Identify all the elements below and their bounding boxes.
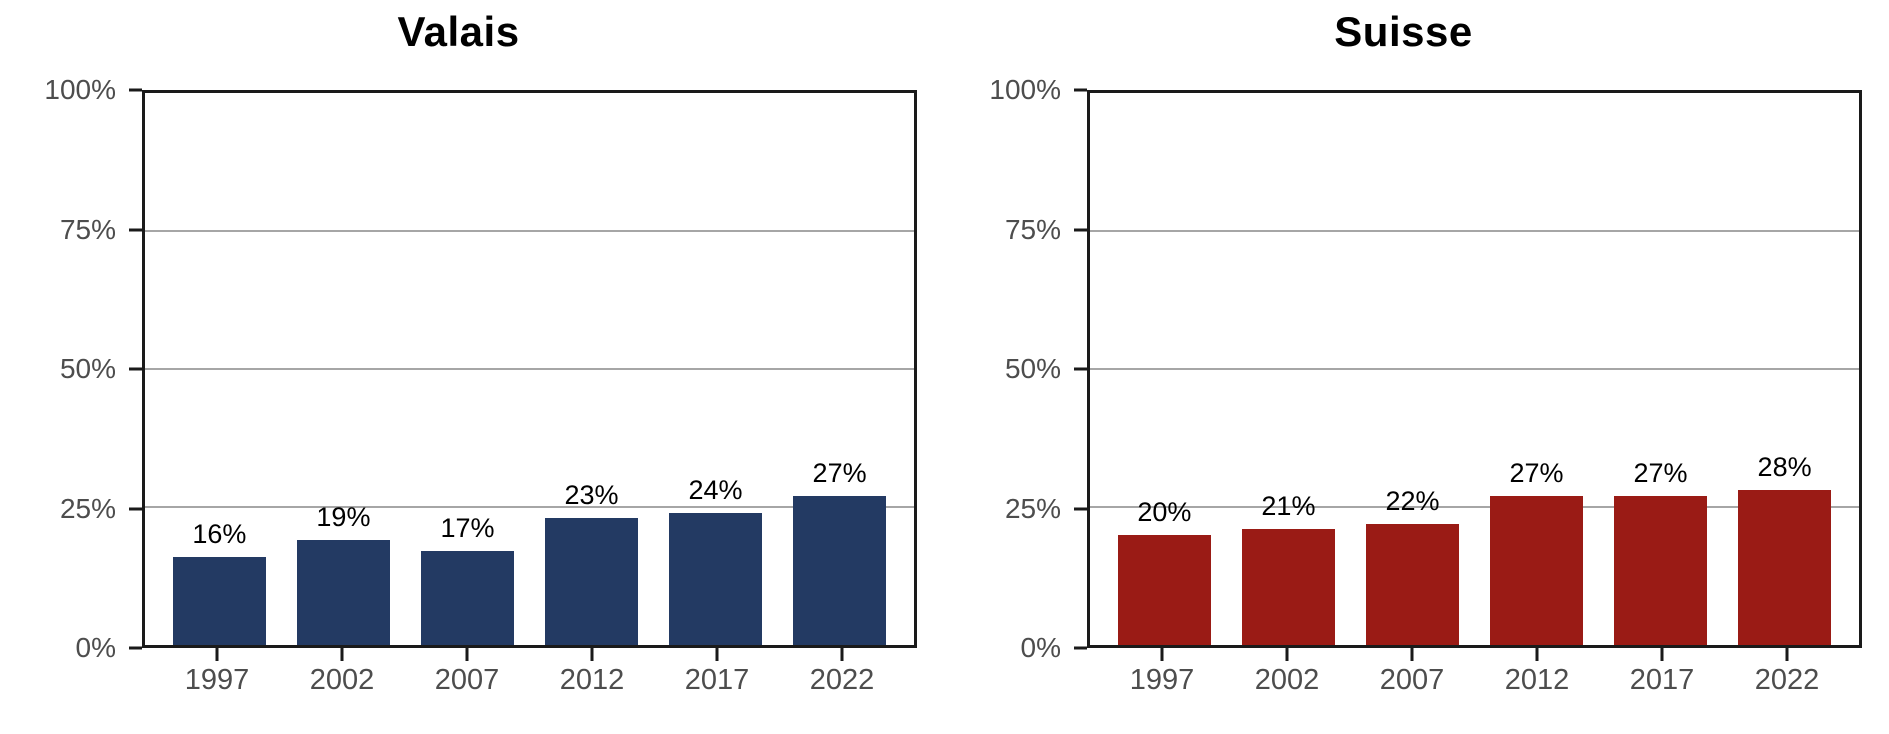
bar-value-label-2012: 27% [1509, 457, 1564, 488]
bar-value-label-2017: 24% [688, 474, 743, 505]
y-tick-mark-25 [129, 507, 142, 510]
y-tick-mark-50 [1074, 367, 1087, 371]
y-tick-label-75: 75% [59, 213, 116, 245]
y-tick-mark-50 [129, 367, 142, 371]
bar-2012 [1490, 495, 1584, 645]
y-tick-mark-100 [1074, 88, 1087, 92]
panel-wrap-suisse: 20% 21% 22% 27% 27% 28% 1997 2002 2007 2012 2017 2… [1087, 90, 1862, 695]
gridline-75 [145, 230, 914, 232]
x-tick-mark-2012 [590, 648, 594, 661]
bar-value-label-2002: 19% [316, 502, 371, 533]
bar-value-label-2022: 27% [812, 457, 867, 488]
x-tick-label-2012: 2012 [559, 664, 625, 696]
x-tick-label-2007: 2007 [434, 664, 500, 696]
x-tick-mark-2007 [1410, 648, 1414, 661]
panel-wrap-valais: 16% 19% 17% 23% 24% 27% 1997 2002 2007 2012 2017 2… [142, 90, 917, 695]
bar-value-label-2007: 22% [1385, 485, 1440, 516]
bar-value-label-2022: 28% [1757, 452, 1812, 483]
bar-2022 [793, 495, 887, 645]
gridline-50 [145, 368, 914, 370]
gridline-50 [1090, 368, 1859, 370]
plot-panel-suisse: 20% 21% 22% 27% 27% 28% [1087, 90, 1862, 648]
x-tick-label-2002: 2002 [1254, 664, 1320, 696]
y-tick-label-25: 25% [1004, 492, 1061, 524]
bar-1997 [172, 556, 266, 645]
x-tick-mark-2012 [1535, 648, 1539, 661]
chart-title-suisse: Suisse [1334, 8, 1473, 55]
bar-value-label-2002: 21% [1261, 491, 1316, 522]
bar-2007 [1365, 523, 1459, 645]
y-tick-label-75: 75% [1004, 213, 1061, 245]
bar-1997 [1117, 534, 1211, 645]
x-tick-mark-2017 [1660, 648, 1664, 661]
chart-suisse: Suisse 0% 25% 50% 75% 100% 20% 21% 22% 27% 27% 28… [945, 0, 1862, 695]
x-axis-valais: 1997 2002 2007 2012 2017 2022 [142, 648, 917, 734]
gridline-25 [1090, 506, 1859, 508]
y-tick-label-25: 25% [59, 492, 116, 524]
x-tick-mark-2002 [340, 648, 344, 661]
y-tick-label-0: 0% [1020, 632, 1061, 663]
bar-2012 [545, 518, 639, 645]
bar-value-label-1997: 16% [192, 518, 247, 549]
x-tick-mark-2022 [840, 648, 844, 661]
x-tick-mark-2002 [1285, 648, 1289, 661]
x-axis-suisse: 1997 2002 2007 2012 2017 2022 [1087, 648, 1862, 734]
y-axis-suisse: 0% 25% 50% 75% 100% [945, 76, 1087, 662]
y-tick-mark-75 [129, 228, 142, 231]
bar-value-label-2007: 17% [440, 513, 495, 544]
gridline-75 [1090, 230, 1859, 232]
x-tick-mark-2022 [1785, 648, 1789, 661]
bar-2007 [420, 551, 514, 645]
y-tick-label-100: 100% [989, 74, 1061, 105]
plot-panel-valais: 16% 19% 17% 23% 24% 27% [142, 90, 917, 648]
y-tick-label-50: 50% [59, 353, 116, 384]
x-tick-mark-2017 [715, 648, 719, 661]
y-tick-mark-0 [129, 646, 142, 650]
y-tick-mark-0 [1074, 646, 1087, 650]
y-tick-label-0: 0% [75, 632, 116, 663]
bar-2022 [1738, 490, 1832, 645]
x-tick-label-1997: 1997 [1129, 664, 1195, 696]
x-tick-mark-2007 [465, 648, 469, 661]
bar-value-label-2017: 27% [1633, 457, 1688, 488]
y-tick-mark-25 [1074, 507, 1087, 510]
y-axis-valais: 0% 25% 50% 75% 100% [0, 76, 142, 662]
y-tick-mark-75 [1074, 228, 1087, 231]
bar-2017 [1614, 495, 1708, 645]
y-tick-label-50: 50% [1004, 353, 1061, 384]
x-tick-label-2012: 2012 [1504, 664, 1570, 696]
x-tick-label-2002: 2002 [309, 664, 375, 696]
x-tick-label-1997: 1997 [184, 664, 250, 696]
y-tick-mark-100 [129, 88, 142, 92]
bar-value-label-1997: 20% [1137, 496, 1192, 527]
chart-body-suisse: 0% 25% 50% 75% 100% 20% 21% 22% 27% 27% 28% 1997 2… [945, 76, 1862, 695]
bar-2017 [669, 512, 763, 645]
x-tick-label-2007: 2007 [1379, 664, 1445, 696]
chart-body-valais: 0% 25% 50% 75% 100% 16% 19% 17% 23% 24% 27% 1997 2… [0, 76, 917, 695]
x-tick-mark-1997 [215, 648, 219, 661]
x-tick-label-2017: 2017 [1629, 664, 1695, 696]
chart-valais: Valais 0% 25% 50% 75% 100% 16% 19% 17% 23% 24% 27… [0, 0, 917, 695]
x-tick-label-2022: 2022 [809, 664, 875, 696]
bar-2002 [1241, 529, 1335, 645]
chart-title-valais: Valais [397, 8, 520, 55]
x-tick-label-2022: 2022 [1754, 664, 1820, 696]
bar-value-label-2012: 23% [564, 480, 619, 511]
gridline-25 [145, 506, 914, 508]
x-tick-label-2017: 2017 [684, 664, 750, 696]
bar-2002 [296, 540, 390, 645]
y-tick-label-100: 100% [44, 74, 116, 105]
x-tick-mark-1997 [1160, 648, 1164, 661]
